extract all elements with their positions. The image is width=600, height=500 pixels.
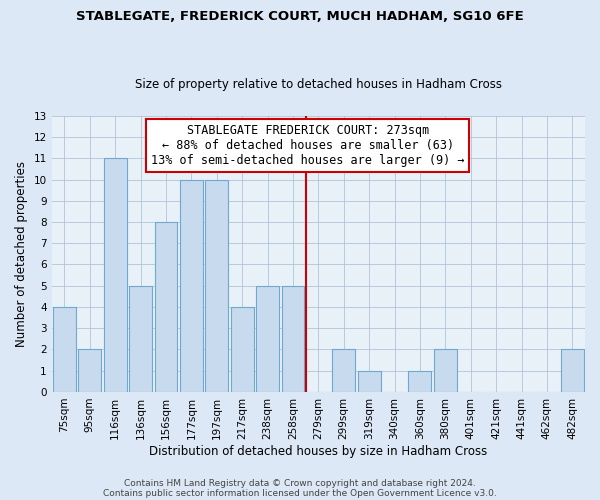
Bar [434,350,457,392]
Bar [180,180,203,392]
Bar [79,350,101,392]
Bar [332,350,355,392]
Text: STABLEGATE FREDERICK COURT: 273sqm
← 88% of detached houses are smaller (63)
13%: STABLEGATE FREDERICK COURT: 273sqm ← 88%… [151,124,464,167]
Bar [155,222,178,392]
Bar [205,180,228,392]
X-axis label: Distribution of detached houses by size in Hadham Cross: Distribution of detached houses by size … [149,444,487,458]
Bar [409,370,431,392]
Text: Contains HM Land Registry data © Crown copyright and database right 2024.: Contains HM Land Registry data © Crown c… [124,478,476,488]
Text: Contains public sector information licensed under the Open Government Licence v3: Contains public sector information licen… [103,488,497,498]
Bar [53,307,76,392]
Bar [231,307,254,392]
Bar [256,286,279,392]
Bar [104,158,127,392]
Bar [358,370,380,392]
Title: Size of property relative to detached houses in Hadham Cross: Size of property relative to detached ho… [135,78,502,91]
Bar [281,286,304,392]
Bar [561,350,584,392]
Text: STABLEGATE, FREDERICK COURT, MUCH HADHAM, SG10 6FE: STABLEGATE, FREDERICK COURT, MUCH HADHAM… [76,10,524,23]
Bar [129,286,152,392]
Y-axis label: Number of detached properties: Number of detached properties [15,161,28,347]
